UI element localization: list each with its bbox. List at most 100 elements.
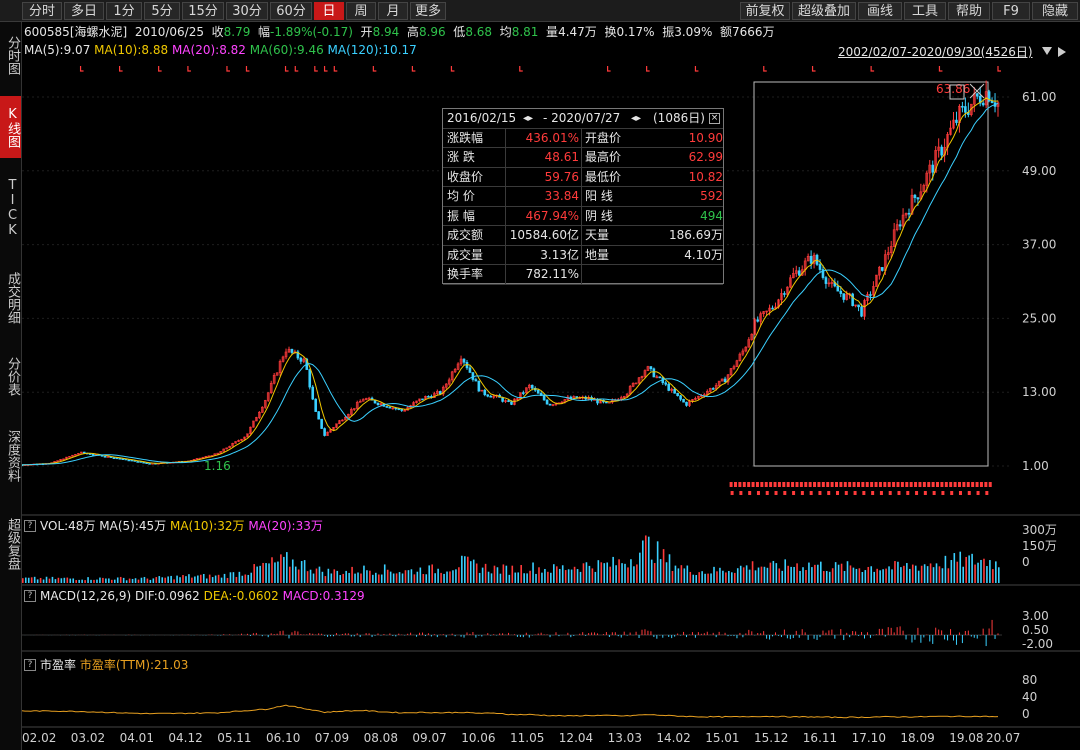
volume-bar <box>959 551 962 583</box>
tab-30min[interactable]: 30分 <box>226 2 268 20</box>
x-tick-label: 05.11 <box>217 731 251 745</box>
volume-bar <box>947 568 950 583</box>
vol-tick-label: 150万 <box>1022 539 1057 553</box>
sidebar-item-replay[interactable]: 超级复盘 <box>5 518 20 570</box>
candle-body <box>978 95 982 104</box>
f9-button[interactable]: F9 <box>992 2 1030 20</box>
sidebar-item-trade-detail[interactable]: 成交明细 <box>5 272 20 324</box>
signal-r-marker <box>742 482 746 487</box>
selection-box[interactable] <box>753 81 989 467</box>
tab-daily[interactable]: 日 <box>314 2 344 20</box>
vol-label: 量 <box>546 25 559 39</box>
signal-r-marker <box>821 482 825 487</box>
stats-from-arrows-icon[interactable]: ◂▸ <box>523 113 534 124</box>
x-tick-label: 14.02 <box>656 731 690 745</box>
volume-bar <box>167 576 169 583</box>
volume-bar <box>739 565 742 583</box>
sidebar-item-kline[interactable]: K线图 <box>0 96 21 158</box>
signal-r-marker <box>782 482 786 487</box>
cross-marker <box>763 66 767 72</box>
sidebar-item-price-table[interactable]: 分价表 <box>5 356 20 396</box>
tab-15min[interactable]: 15分 <box>182 2 224 20</box>
volume-bar <box>998 567 1000 583</box>
volume-bar <box>478 572 481 583</box>
candle-body <box>792 273 795 279</box>
candle-body <box>228 445 231 449</box>
change-value: -1.89%(-0.17) <box>270 25 353 39</box>
signal-star-marker <box>941 491 945 495</box>
volume-bar <box>811 567 813 583</box>
fuquan-button[interactable]: 前复权 <box>740 2 790 20</box>
stats-cell: 地量 <box>585 247 610 262</box>
sidebar-item-tick[interactable]: TICK <box>5 178 20 238</box>
super-overlay-button[interactable]: 超级叠加 <box>792 2 856 20</box>
vol-ma20: MA(20):33万 <box>248 519 323 533</box>
macd-help-icon[interactable]: ? <box>24 590 36 602</box>
volume-bar <box>558 568 561 583</box>
volume-bar <box>621 563 623 583</box>
volume-bar <box>719 567 721 583</box>
select-box-icon[interactable] <box>949 84 965 100</box>
draw-line-button[interactable]: 画线 <box>858 2 902 20</box>
range-next-icon[interactable] <box>1058 47 1066 57</box>
signal-r-marker <box>791 482 795 487</box>
volume-bar <box>751 561 754 583</box>
stats-cell: 10584.60亿 <box>509 228 579 242</box>
tab-monthly[interactable]: 月 <box>378 2 408 20</box>
signal-r-marker <box>892 482 896 487</box>
volume-bar <box>395 573 398 583</box>
tab-weekly[interactable]: 周 <box>346 2 376 20</box>
volume-bar <box>911 564 914 583</box>
y-tick-label: 1.00 <box>1022 459 1049 473</box>
candle-body <box>290 348 294 353</box>
close-selection-icon[interactable] <box>969 83 985 99</box>
volume-bar <box>235 576 238 583</box>
sidebar-item-fenshi[interactable]: 分时图 <box>5 35 20 75</box>
volume-bar <box>870 566 873 583</box>
macd-y-labels: 3.000.50-2.00 <box>1022 609 1053 651</box>
sidebar-item-deep-data[interactable]: 深度资料 <box>5 430 20 482</box>
tab-more[interactable]: 更多 <box>410 2 446 20</box>
open-label: 开 <box>360 25 373 39</box>
signal-r-marker <box>835 482 839 487</box>
tab-1min[interactable]: 1分 <box>106 2 142 20</box>
volume-bar <box>508 574 511 583</box>
signal-r-marker <box>984 482 988 487</box>
candle-body <box>74 454 77 456</box>
volume-bar <box>202 573 205 583</box>
volume-bar <box>989 560 991 583</box>
vol-help-icon[interactable]: ? <box>24 520 36 532</box>
volume-bar <box>986 566 988 583</box>
signal-star-marker <box>800 491 804 495</box>
stats-cell: 成交量 <box>447 247 484 262</box>
help-button[interactable]: 帮助 <box>948 2 990 20</box>
volume-bar <box>796 563 798 583</box>
cross-marker <box>870 66 875 72</box>
volume-bar <box>128 578 131 583</box>
stats-close-icon[interactable]: × <box>709 113 720 124</box>
range-dropdown-icon[interactable] <box>1042 47 1052 55</box>
pe-help-icon[interactable]: ? <box>24 659 36 671</box>
tab-60min[interactable]: 60分 <box>270 2 312 20</box>
candle-body <box>640 376 644 379</box>
candle-body <box>284 351 288 358</box>
tools-button[interactable]: 工具 <box>904 2 946 20</box>
candle-body <box>934 150 938 173</box>
tab-多日[interactable]: 多日 <box>64 2 104 20</box>
candle-body <box>438 391 442 395</box>
candle-body <box>729 368 733 376</box>
stats-to-arrows-icon[interactable]: ◂▸ <box>631 113 642 124</box>
tab-分时[interactable]: 分时 <box>22 2 62 20</box>
volume-bar <box>597 560 600 583</box>
volume-bar <box>885 568 887 583</box>
candle-body <box>489 395 493 398</box>
candle-body <box>913 194 917 198</box>
tab-5min[interactable]: 5分 <box>144 2 180 20</box>
volume-bar <box>532 562 534 583</box>
hide-button[interactable]: 隐藏 <box>1032 2 1078 20</box>
volume-bar <box>523 573 525 583</box>
volume-bar <box>102 577 104 583</box>
volume-bar <box>636 564 638 583</box>
trough-annotation: 1.16 <box>204 459 231 473</box>
date-range-select[interactable]: 2002/02/07-2020/09/30(4526日) <box>838 45 1033 59</box>
